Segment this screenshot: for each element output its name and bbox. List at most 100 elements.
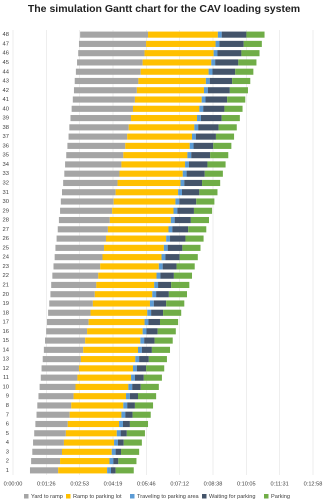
y-tick-label: 20 bbox=[3, 292, 9, 298]
offset-bar bbox=[13, 115, 70, 121]
bar-segment bbox=[116, 430, 121, 437]
bar-segment bbox=[227, 96, 246, 103]
bar-segment bbox=[61, 189, 116, 196]
bar-segment bbox=[72, 96, 135, 103]
bar-segment bbox=[43, 346, 84, 353]
bar-segment bbox=[114, 439, 118, 446]
bar-segment bbox=[115, 189, 179, 196]
bar-segment bbox=[46, 318, 89, 326]
offset-bar bbox=[13, 402, 37, 408]
y-tick-label: 41 bbox=[3, 97, 9, 103]
offset-bar bbox=[13, 291, 50, 297]
offset-bar bbox=[13, 458, 31, 464]
bar-segment bbox=[211, 59, 216, 66]
y-tick-label: 21 bbox=[3, 282, 9, 288]
bar-segment bbox=[56, 235, 106, 242]
bar-segment bbox=[140, 337, 145, 344]
bar-segment bbox=[88, 318, 145, 326]
bar-segment bbox=[77, 374, 132, 381]
x-tick-label: 0:05:46 bbox=[137, 481, 156, 487]
legend-swatch bbox=[264, 494, 269, 499]
bar-segment bbox=[65, 430, 117, 437]
offset-bar bbox=[13, 282, 51, 288]
bar-segment bbox=[142, 328, 147, 335]
y-tick-label: 28 bbox=[3, 218, 9, 224]
bar-segment bbox=[85, 337, 141, 344]
offset-bar bbox=[13, 467, 30, 473]
bar-segment bbox=[64, 170, 120, 177]
offset-bar bbox=[13, 421, 35, 427]
bar-segment bbox=[159, 318, 179, 326]
bar-segment bbox=[78, 50, 145, 57]
bar-segment bbox=[119, 420, 123, 428]
bar-segment bbox=[161, 254, 166, 261]
bar-segment bbox=[182, 170, 187, 177]
bar-segment bbox=[158, 281, 172, 289]
bar-segment bbox=[49, 300, 93, 307]
bar-segment bbox=[215, 133, 235, 140]
y-tick-label: 40 bbox=[3, 106, 9, 112]
offset-bar bbox=[13, 96, 73, 102]
bar-segment bbox=[212, 68, 236, 75]
offset-bar bbox=[13, 106, 72, 112]
bar-segment bbox=[117, 439, 124, 446]
bar-segment bbox=[201, 96, 206, 103]
bar-segment bbox=[132, 105, 200, 112]
bar-segment bbox=[70, 115, 132, 122]
bar-segment bbox=[73, 87, 137, 94]
bar-segment bbox=[128, 383, 133, 390]
bar-segment bbox=[221, 115, 240, 122]
bar-segment bbox=[52, 272, 99, 279]
y-tick-label: 48 bbox=[3, 32, 9, 38]
offset-bar bbox=[13, 412, 37, 418]
y-tick-label: 26 bbox=[3, 236, 9, 242]
bar-segment bbox=[75, 68, 141, 75]
bar-segment bbox=[144, 318, 149, 326]
y-tick-label: 19 bbox=[3, 301, 9, 307]
bar-segment bbox=[190, 216, 209, 224]
bar-segment bbox=[51, 281, 97, 289]
bar-segment bbox=[174, 216, 191, 224]
bar-segment bbox=[123, 402, 128, 409]
bar-segment bbox=[33, 439, 64, 446]
bar-segment bbox=[71, 105, 133, 112]
bar-segment bbox=[151, 309, 164, 316]
bar-segment bbox=[197, 115, 201, 122]
y-tick-label: 30 bbox=[3, 199, 9, 205]
bar-segment bbox=[138, 346, 142, 353]
y-tick-label: 29 bbox=[3, 208, 9, 214]
x-tick-label: 0:04:19 bbox=[104, 481, 123, 487]
bar-segment bbox=[117, 179, 181, 187]
bar-segment bbox=[199, 189, 218, 196]
bar-segment bbox=[146, 365, 165, 372]
y-tick-label: 43 bbox=[3, 79, 9, 85]
bar-segment bbox=[134, 96, 202, 103]
bar-segment bbox=[203, 87, 208, 94]
x-tick-label: 0:01:26 bbox=[37, 481, 56, 487]
offset-bar bbox=[13, 87, 74, 93]
bar-segment bbox=[34, 430, 66, 437]
y-tick-label: 23 bbox=[3, 264, 9, 270]
bar-segment bbox=[53, 263, 101, 270]
x-tick-label: 0:02:53 bbox=[70, 481, 89, 487]
bar-segment bbox=[217, 50, 242, 57]
bar-segment bbox=[179, 254, 198, 261]
bar-segment bbox=[136, 365, 147, 372]
offset-bar bbox=[13, 300, 49, 306]
offset-bar bbox=[13, 217, 59, 223]
bar-segment bbox=[135, 356, 140, 363]
bar-segment bbox=[215, 40, 220, 47]
y-tick-label: 3 bbox=[6, 449, 9, 455]
x-tick-label: 0:11:31 bbox=[271, 481, 289, 487]
y-tick-label: 10 bbox=[3, 384, 9, 390]
legend-label: Yard to ramp bbox=[31, 494, 63, 500]
bar-segment bbox=[175, 198, 180, 205]
bar-segment bbox=[74, 77, 139, 85]
offset-bar bbox=[13, 152, 66, 158]
offset-bar bbox=[13, 171, 64, 177]
y-tick-label: 46 bbox=[3, 51, 9, 57]
bar-segment bbox=[109, 216, 171, 224]
bar-segment bbox=[111, 448, 116, 455]
bar-segment bbox=[144, 337, 155, 344]
